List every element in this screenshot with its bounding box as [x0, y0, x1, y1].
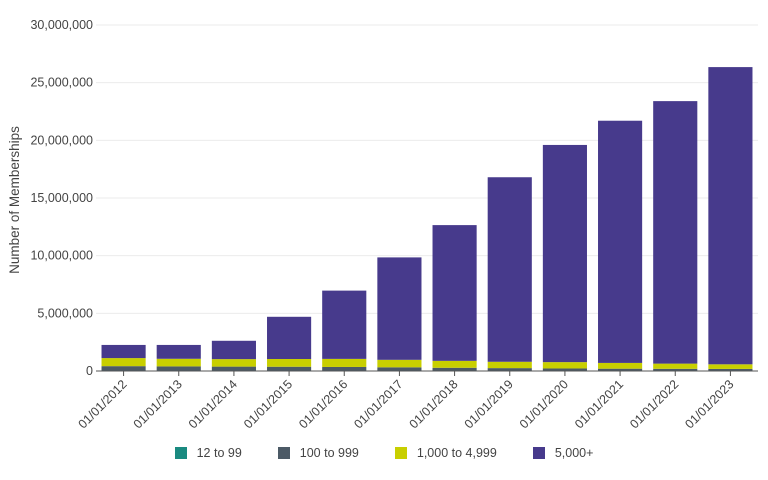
bar-segment[interactable] [267, 366, 312, 371]
bar-segment[interactable] [101, 358, 146, 367]
bar-segment[interactable] [211, 366, 256, 371]
x-tick-label: 01/01/2020 [517, 377, 571, 431]
legend-label: 5,000+ [554, 446, 594, 460]
legend: 12 to 99 100 to 999 1,000 to 4,999 5,000+ [0, 446, 768, 460]
chart: 0 5,000,000 10,000,000 15,000,000 20,000,000… [7, 18, 758, 431]
x-tick-label: 01/01/2022 [627, 377, 681, 431]
bar-segment[interactable] [211, 359, 256, 367]
x-axis-ticks: 01/01/2012 01/01/2013 01/01/2014 01/01/2015… [76, 371, 737, 431]
legend-swatch [394, 447, 407, 459]
bar-segment[interactable] [377, 367, 422, 371]
bar-segment[interactable] [598, 368, 643, 371]
legend-swatch [174, 447, 187, 459]
bar-segment[interactable] [487, 368, 532, 371]
x-tick-label: 01/01/2014 [186, 377, 240, 431]
y-axis-ticks: 0 5,000,000 10,000,000 15,000,000 20,000,000… [30, 18, 93, 378]
bar-segment[interactable] [432, 367, 477, 371]
bar-segment[interactable] [322, 290, 367, 359]
y-tick-label: 30,000,000 [30, 18, 93, 32]
bar-segment[interactable] [653, 363, 698, 369]
y-tick-label: 20,000,000 [30, 133, 93, 147]
x-tick-label: 01/01/2017 [351, 377, 405, 431]
bar-segment[interactable] [542, 144, 587, 363]
bar-segment[interactable] [487, 177, 532, 362]
legend-swatch [277, 447, 290, 459]
bar-segment[interactable] [377, 359, 422, 368]
bar-segment[interactable] [322, 366, 367, 371]
legend-item[interactable]: 5,000+ [532, 446, 594, 460]
x-tick-label: 01/01/2021 [572, 377, 626, 431]
x-tick-label: 01/01/2023 [682, 377, 736, 431]
y-tick-label: 5,000,000 [37, 306, 93, 320]
y-tick-label: 25,000,000 [30, 76, 93, 90]
bar-segment[interactable] [156, 358, 201, 367]
y-tick-label: 15,000,000 [30, 191, 93, 205]
legend-label: 100 to 999 [299, 446, 359, 460]
gridlines [96, 24, 758, 314]
bar-segment[interactable] [708, 364, 753, 369]
legend-item[interactable]: 12 to 99 [174, 446, 242, 460]
legend-swatch [532, 447, 545, 459]
y-tick-label: 0 [86, 364, 93, 378]
y-tick-label: 10,000,000 [30, 249, 93, 263]
bar-segment[interactable] [211, 340, 256, 360]
x-tick-label: 01/01/2013 [131, 377, 185, 431]
legend-item[interactable]: 100 to 999 [277, 446, 359, 460]
legend-label: 1,000 to 4,999 [416, 446, 497, 460]
legend-item[interactable]: 1,000 to 4,999 [394, 446, 497, 460]
bar-segment[interactable] [322, 358, 367, 367]
bar-segment[interactable] [598, 120, 643, 363]
bar-segment[interactable] [156, 344, 201, 359]
bar-segment[interactable] [432, 360, 477, 368]
bar-segment[interactable] [101, 344, 146, 359]
bar-segment[interactable] [708, 368, 753, 371]
x-tick-label: 01/01/2018 [407, 377, 461, 431]
bar-segment[interactable] [708, 67, 753, 365]
x-tick-label: 01/01/2012 [76, 377, 130, 431]
bar-segment[interactable] [432, 225, 477, 361]
bar-segment[interactable] [267, 359, 312, 367]
x-tick-label: 01/01/2016 [296, 377, 350, 431]
bar-segment[interactable] [653, 101, 698, 364]
bar-segment[interactable] [542, 368, 587, 371]
bar-segment[interactable] [267, 316, 312, 360]
bar-segment[interactable] [101, 366, 146, 371]
bar-segment[interactable] [598, 362, 643, 369]
legend-label: 12 to 99 [196, 446, 242, 460]
y-axis-title: Number of Memberships [7, 126, 22, 274]
bar-segment[interactable] [653, 368, 698, 371]
bar-segment[interactable] [156, 366, 201, 371]
bar-segment[interactable] [487, 361, 532, 369]
x-tick-label: 01/01/2019 [462, 377, 516, 431]
bars [101, 67, 753, 371]
bar-segment[interactable] [377, 257, 422, 360]
x-tick-label: 01/01/2015 [241, 377, 295, 431]
bar-segment[interactable] [542, 362, 587, 369]
